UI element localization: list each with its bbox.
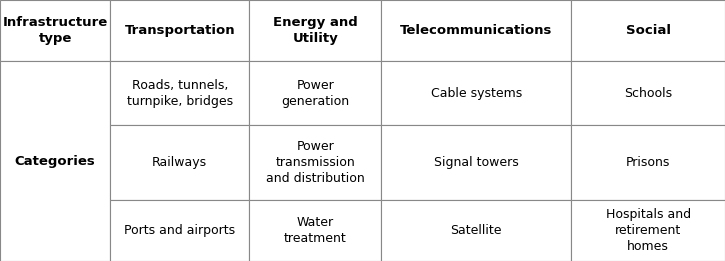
Bar: [249, 0, 381, 61]
Bar: [249, 200, 381, 261]
Bar: [0, 0, 110, 61]
Bar: [0, 61, 110, 261]
Bar: [110, 61, 249, 125]
Text: Prisons: Prisons: [626, 156, 671, 169]
Text: Transportation: Transportation: [125, 24, 235, 37]
Text: Categories: Categories: [14, 155, 96, 168]
Bar: [110, 125, 249, 200]
Text: Infrastructure
type: Infrastructure type: [2, 16, 108, 45]
Bar: [571, 61, 725, 125]
Text: Signal towers: Signal towers: [434, 156, 518, 169]
Text: Cable systems: Cable systems: [431, 87, 522, 100]
Text: Telecommunications: Telecommunications: [400, 24, 552, 37]
Text: Roads, tunnels,
turnpike, bridges: Roads, tunnels, turnpike, bridges: [127, 79, 233, 108]
Bar: [571, 200, 725, 261]
Text: Hospitals and
retirement
homes: Hospitals and retirement homes: [605, 208, 691, 253]
Bar: [249, 61, 381, 125]
Text: Satellite: Satellite: [450, 224, 502, 237]
Text: Power
transmission
and distribution: Power transmission and distribution: [266, 140, 365, 185]
Bar: [110, 200, 249, 261]
Text: Ports and airports: Ports and airports: [124, 224, 236, 237]
Text: Water
treatment: Water treatment: [284, 216, 347, 245]
Bar: [381, 200, 571, 261]
Bar: [381, 125, 571, 200]
Bar: [110, 0, 249, 61]
Bar: [571, 125, 725, 200]
Text: Social: Social: [626, 24, 671, 37]
Bar: [381, 0, 571, 61]
Text: Energy and
Utility: Energy and Utility: [273, 16, 357, 45]
Text: Schools: Schools: [624, 87, 672, 100]
Text: Power
generation: Power generation: [281, 79, 349, 108]
Text: Railways: Railways: [152, 156, 207, 169]
Bar: [381, 61, 571, 125]
Bar: [571, 0, 725, 61]
Bar: [249, 125, 381, 200]
